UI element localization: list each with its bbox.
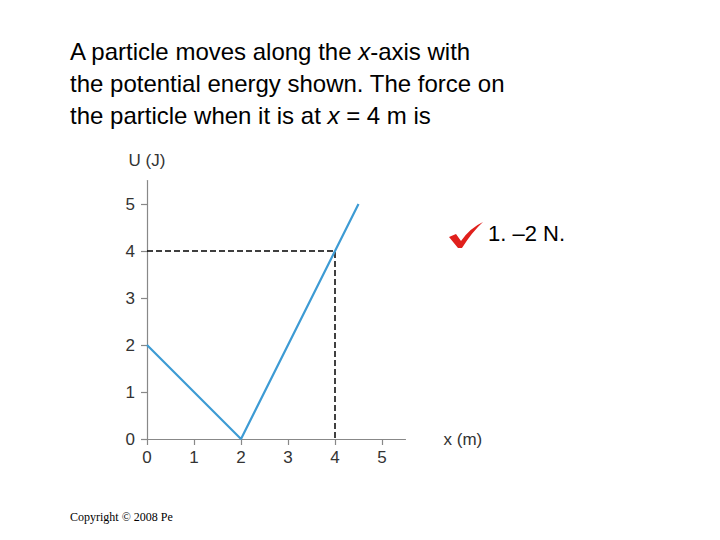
svg-text:3: 3 [283,448,292,467]
svg-text:5: 5 [126,195,135,214]
html-text:the potential energy shown. Th: the potential energy shown. The force on [70,70,505,97]
svg-text:0: 0 [142,448,151,467]
html-text:the particle when it is at x =: the particle when it is at x = 4 m is [70,102,431,129]
html-text:1. –2 N.: 1. –2 N. [488,221,565,246]
svg-text:0: 0 [126,430,135,449]
svg-text:4: 4 [330,448,339,467]
svg-text:3: 3 [126,289,135,308]
html-text:Copyright © 2008 Pe: Copyright © 2008 Pe [70,510,173,524]
svg-text:1: 1 [189,448,198,467]
svg-text:2: 2 [126,336,135,355]
svg-text:5: 5 [377,448,386,467]
svg-text:4: 4 [126,242,135,261]
svg-text:x (m): x (m) [444,430,483,449]
html-text:A particle moves along the x -: A particle moves along the x -axis with [70,38,471,65]
svg-text:2: 2 [236,448,245,467]
svg-text:1: 1 [126,383,135,402]
svg-text:U (J): U (J) [129,151,166,170]
